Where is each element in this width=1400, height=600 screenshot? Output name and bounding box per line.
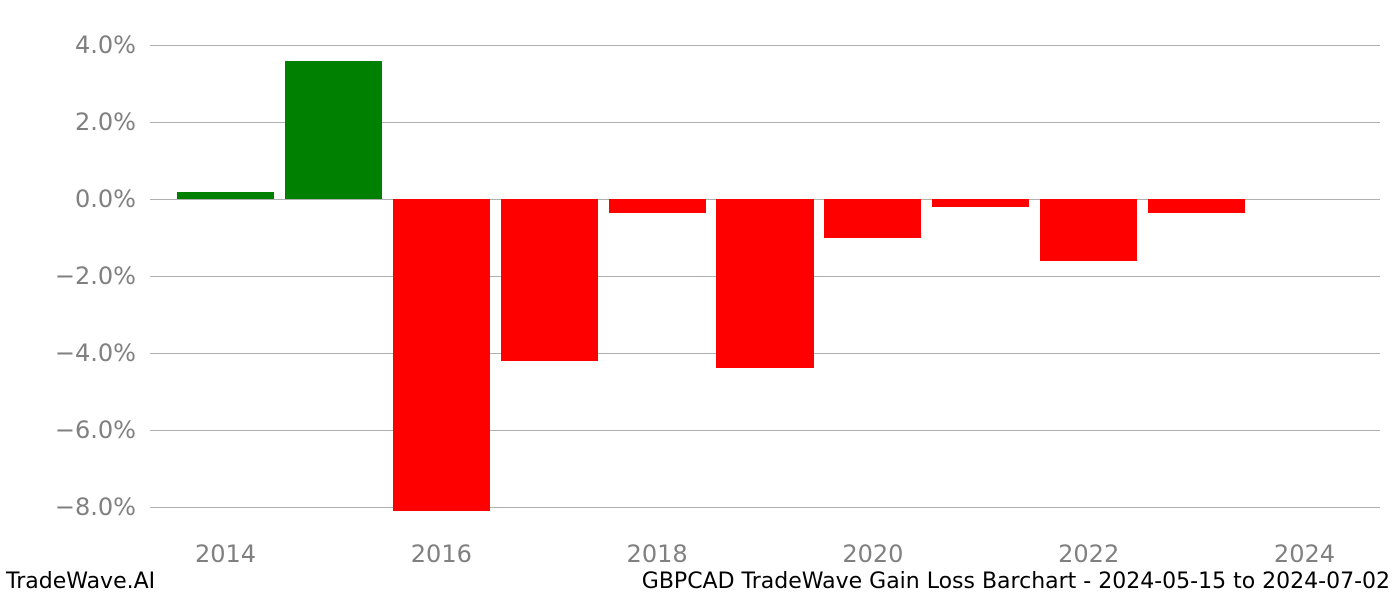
x-tick-label: 2018	[627, 540, 688, 568]
y-tick-label: −8.0%	[16, 493, 136, 521]
x-tick-label: 2024	[1274, 540, 1335, 568]
x-tick-label: 2022	[1058, 540, 1119, 568]
bar	[285, 61, 382, 199]
bar	[932, 199, 1029, 207]
footer-left-brand: TradeWave.AI	[6, 569, 155, 594]
bar	[1148, 199, 1245, 212]
bar	[1040, 199, 1137, 261]
x-tick-label: 2014	[195, 540, 256, 568]
bar	[501, 199, 598, 361]
x-tick-label: 2016	[411, 540, 472, 568]
y-tick-label: −2.0%	[16, 262, 136, 290]
x-tick-label: 2020	[842, 540, 903, 568]
y-tick-label: 4.0%	[16, 31, 136, 59]
bar	[393, 199, 490, 511]
bar	[177, 192, 274, 200]
y-tick-label: −4.0%	[16, 339, 136, 367]
y-tick-label: −6.0%	[16, 416, 136, 444]
bar	[716, 199, 813, 368]
bar	[824, 199, 921, 237]
gridline	[150, 45, 1380, 46]
gridline	[150, 507, 1380, 508]
bar	[609, 199, 706, 212]
footer-right-caption: GBPCAD TradeWave Gain Loss Barchart - 20…	[642, 569, 1390, 594]
plot-area: −8.0%−6.0%−4.0%−2.0%0.0%2.0%4.0%20142016…	[150, 30, 1380, 530]
y-tick-label: 0.0%	[16, 185, 136, 213]
chart-container: −8.0% −6.0% −4.0% −2.0% 0.0% 2.0% 4.0% 2014 2016…	[0, 0, 1400, 600]
gridline	[150, 430, 1380, 431]
y-tick-label: 2.0%	[16, 108, 136, 136]
